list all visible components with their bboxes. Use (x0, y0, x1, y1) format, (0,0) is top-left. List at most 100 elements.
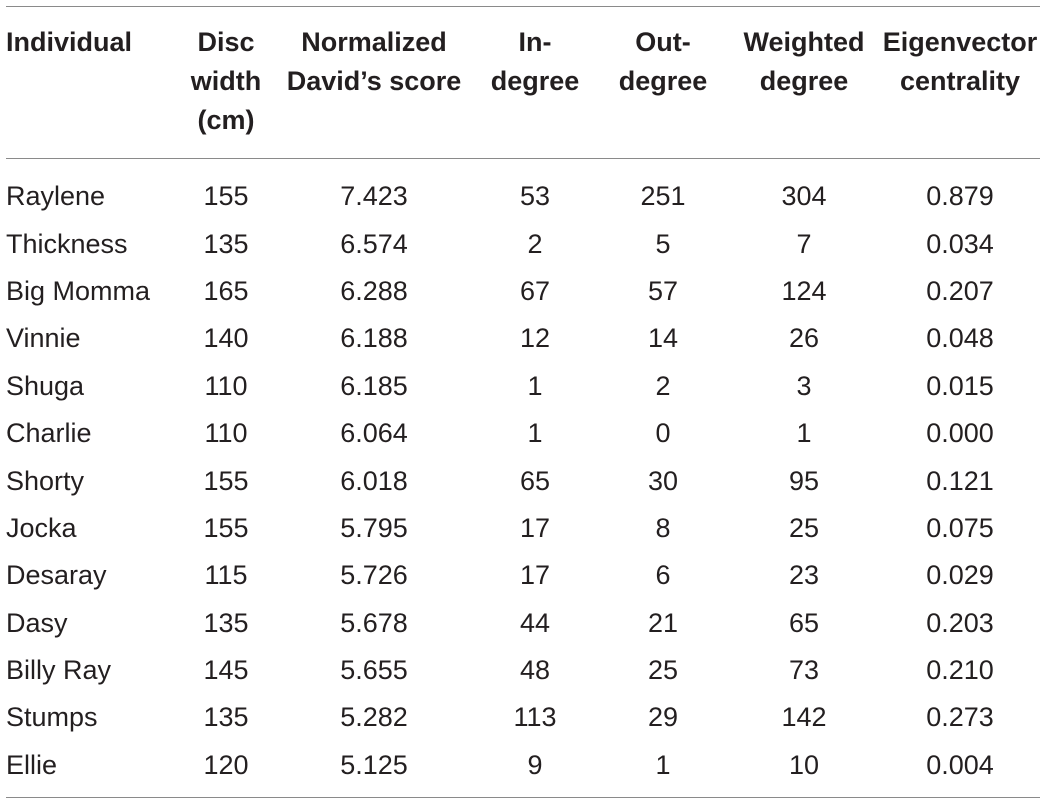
out-degree-cell: 29 (647, 702, 679, 733)
weighted-degree-cell: 23 (788, 560, 820, 591)
eigenvector-centrality-cell: 0.210 (926, 655, 994, 686)
disc-width-cell: 135 (203, 702, 249, 733)
disc-width-cell: 155 (203, 465, 249, 496)
davids-score-cell: 5.655 (340, 655, 408, 686)
table-body: Raylene 155 7.423 53 251 304 0.879 Thickness 135… (6, 159, 1040, 799)
eigenvector-centrality-cell: 0.075 (926, 512, 994, 543)
eigenvector-centrality-cell: 0.000 (926, 418, 994, 449)
individual-cell: Shuga (6, 370, 85, 401)
davids-score-cell: 6.288 (340, 275, 408, 306)
individual-cell: Billy Ray (6, 655, 112, 686)
weighted-degree-cell: 26 (788, 323, 820, 354)
davids-score-cell: 6.188 (340, 323, 408, 354)
weighted-degree-cell: 65 (788, 607, 820, 638)
table-row: Raylene 155 7.423 53 251 304 0.879 (6, 159, 1040, 221)
table-row: Stumps 135 5.282 113 29 142 0.273 (6, 694, 1040, 741)
davids-score-cell: 6.064 (340, 418, 408, 449)
individual-cell: Charlie (6, 418, 92, 449)
weighted-degree-cell: 10 (728, 741, 880, 799)
in-degree-cell: 1 (527, 370, 543, 401)
out-degree-cell: 2 (655, 370, 671, 401)
out-degree-cell: 6 (655, 560, 671, 591)
davids-score-cell: 5.678 (340, 607, 408, 638)
weighted-degree-cell: 304 (781, 181, 827, 212)
davids-score-cell: 6.185 (340, 370, 408, 401)
weighted-degree-cell: 73 (788, 655, 820, 686)
weighted-degree-cell: 25 (788, 512, 820, 543)
table-row: Big Momma 165 6.288 67 57 124 0.207 (6, 268, 1040, 315)
weighted-degree-cell: 142 (781, 702, 827, 733)
in-degree-cell: 48 (519, 655, 551, 686)
table-row: Desaray 115 5.726 17 6 23 0.029 (6, 552, 1040, 599)
davids-score-cell: 7.423 (340, 181, 408, 212)
davids-score-cell: 5.726 (340, 560, 408, 591)
davids-score-cell: 5.282 (340, 702, 408, 733)
davids-score-cell: 5.795 (340, 512, 408, 543)
in-degree-cell: 113 (513, 702, 557, 733)
disc-width-cell: 120 (176, 741, 276, 799)
individual-cell: Dasy (6, 607, 68, 638)
header-row: Individual Disc width (cm) Normalized Da… (6, 6, 1040, 159)
individual-cell: Vinnie (6, 323, 81, 354)
out-degree-cell: 5 (655, 228, 671, 259)
disc-width-cell: 155 (203, 512, 249, 543)
in-degree-cell: 44 (519, 607, 551, 638)
table-row: Shorty 155 6.018 65 30 95 0.121 (6, 457, 1040, 504)
disc-width-cell: 135 (203, 228, 249, 259)
in-degree-cell: 65 (519, 465, 551, 496)
eigenvector-centrality-cell: 0.273 (926, 702, 994, 733)
table-row: Shuga 110 6.185 1 2 3 0.015 (6, 363, 1040, 410)
disc-width-cell: 110 (204, 418, 248, 449)
out-degree-cell: 30 (647, 465, 679, 496)
out-degree-cell: 14 (647, 323, 679, 354)
individual-cell: Shorty (6, 465, 85, 496)
weighted-degree-cell: 7 (796, 228, 812, 259)
column-header-in-degree: In- degree (472, 6, 598, 159)
disc-width-cell: 110 (204, 370, 248, 401)
individual-cell: Big Momma (6, 275, 151, 306)
table-row: Thickness 135 6.574 2 5 7 0.034 (6, 220, 1040, 267)
in-degree-cell: 17 (519, 560, 551, 591)
weighted-degree-cell: 95 (788, 465, 820, 496)
column-header-disc-width: Disc width (cm) (176, 6, 276, 159)
out-degree-cell: 8 (655, 512, 671, 543)
eigenvector-centrality-cell: 0.015 (926, 370, 994, 401)
disc-width-cell: 135 (203, 607, 249, 638)
individual-cell: Thickness (6, 228, 128, 259)
weighted-degree-cell: 1 (796, 418, 812, 449)
in-degree-cell: 17 (519, 512, 551, 543)
column-header-eigenvector-centrality: Eigenvector centrality (880, 6, 1040, 159)
table-row: Vinnie 140 6.188 12 14 26 0.048 (6, 315, 1040, 362)
eigenvector-centrality-cell: 0.034 (926, 228, 994, 259)
eigenvector-centrality-cell: 0.207 (926, 275, 994, 306)
out-degree-cell: 1 (598, 741, 728, 799)
davids-score-cell: 6.574 (340, 228, 408, 259)
individual-cell: Stumps (6, 702, 98, 733)
table-header: Individual Disc width (cm) Normalized Da… (6, 6, 1040, 159)
in-degree-cell: 9 (472, 741, 598, 799)
column-header-normalized-davids-score: Normalized David’s score (276, 6, 472, 159)
in-degree-cell: 1 (527, 418, 543, 449)
in-degree-cell: 12 (519, 323, 551, 354)
eigenvector-centrality-cell: 0.879 (926, 181, 994, 212)
table-row: Dasy 135 5.678 44 21 65 0.203 (6, 600, 1040, 647)
in-degree-cell: 67 (519, 275, 551, 306)
in-degree-cell: 2 (527, 228, 543, 259)
individual-cell: Ellie (6, 741, 176, 799)
disc-width-cell: 140 (203, 323, 249, 354)
table-row: Billy Ray 145 5.655 48 25 73 0.210 (6, 647, 1040, 694)
out-degree-cell: 251 (640, 181, 686, 212)
column-header-weighted-degree: Weighted degree (728, 6, 880, 159)
eigenvector-centrality-cell: 0.203 (926, 607, 994, 638)
disc-width-cell: 145 (203, 655, 249, 686)
column-header-individual: Individual (6, 6, 176, 159)
weighted-degree-cell: 3 (796, 370, 812, 401)
individual-cell: Desaray (6, 560, 107, 591)
out-degree-cell: 21 (647, 607, 679, 638)
out-degree-cell: 25 (647, 655, 679, 686)
disc-width-cell: 155 (203, 181, 249, 212)
davids-score-cell: 6.018 (340, 465, 408, 496)
eigenvector-centrality-cell: 0.048 (926, 323, 994, 354)
disc-width-cell: 165 (203, 275, 249, 306)
data-table-container: Individual Disc width (cm) Normalized Da… (0, 6, 1046, 807)
